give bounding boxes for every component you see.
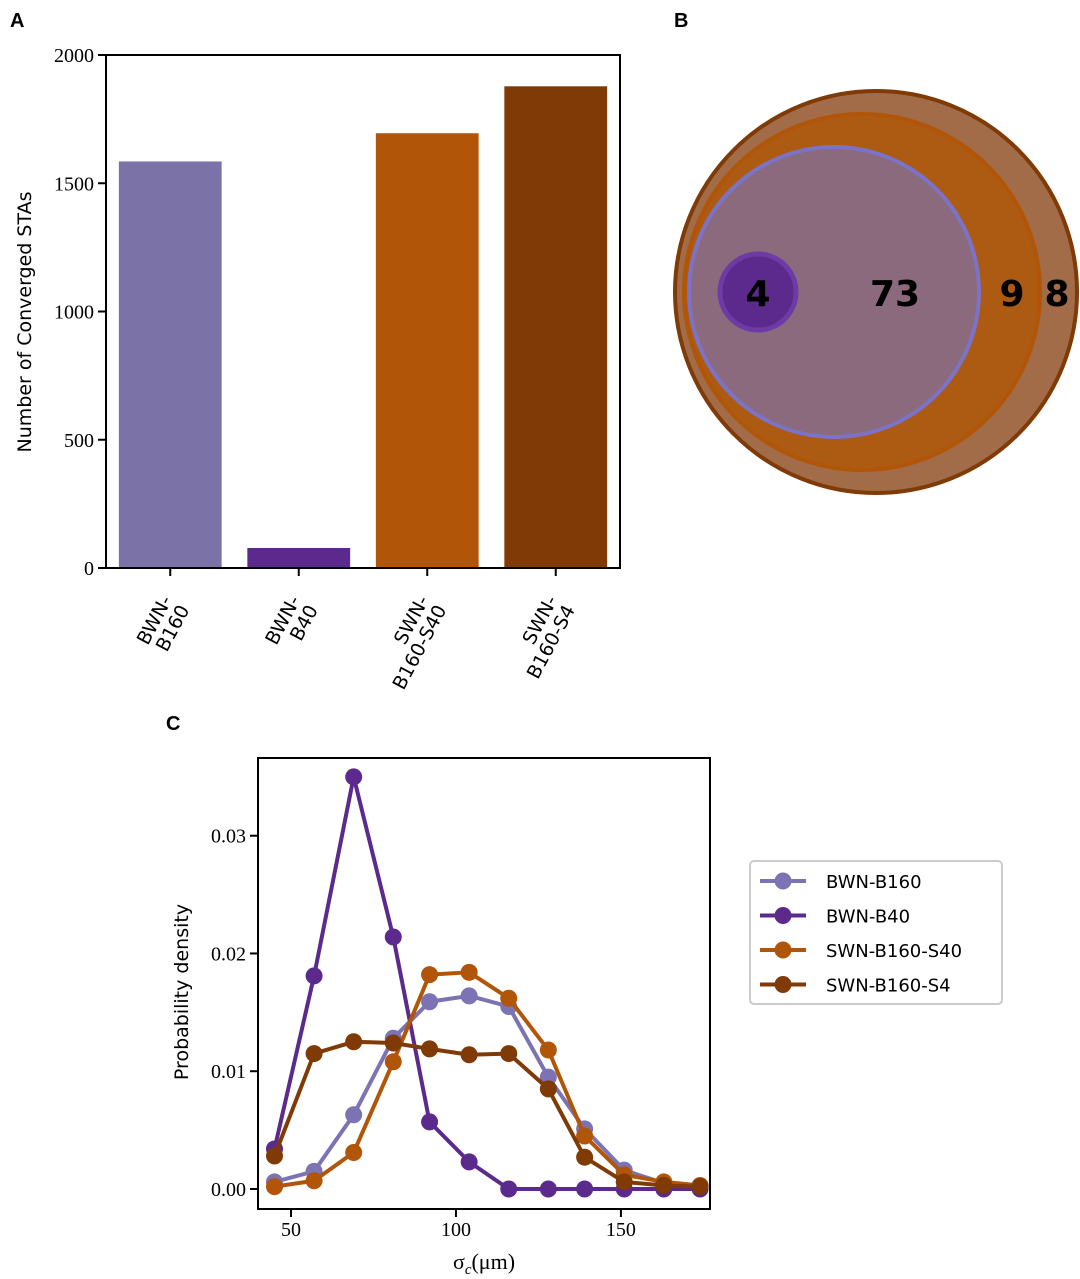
data-point <box>460 1046 478 1064</box>
x-tick-label-a: BWN-B160 <box>133 592 195 658</box>
venn-count-label: 9 <box>999 274 1024 315</box>
x-tick-label-a: BWN-B40 <box>261 592 323 658</box>
data-point <box>421 1113 439 1131</box>
data-point <box>539 1080 557 1098</box>
data-point <box>384 1053 402 1071</box>
panel-letter-c: C <box>166 713 180 735</box>
x-tick-label-c: 150 <box>606 1219 636 1241</box>
data-point <box>384 928 402 946</box>
data-point <box>384 1034 402 1052</box>
x-tick-label-a: SWN-B160-S4 <box>505 592 580 683</box>
y-tick-label-c: 0.02 <box>211 943 246 965</box>
data-point <box>576 1127 594 1145</box>
bar-group <box>118 86 608 569</box>
y-tick-label-a: 1000 <box>54 302 94 324</box>
y-tick-label-a: 1500 <box>54 173 94 195</box>
data-point <box>421 966 439 984</box>
plot-frame-c <box>257 757 711 1210</box>
series-line <box>274 970 701 1189</box>
venn-count-label: 4 <box>745 274 770 315</box>
panel-letter-b: B <box>674 10 688 32</box>
x-label-symbol: σ <box>453 1249 465 1274</box>
x-label-subscript: c <box>465 1262 472 1278</box>
y-axis-label-c: Probability density <box>171 904 193 1080</box>
y-tick-label-a: 0 <box>84 558 94 580</box>
x-tick-label-a: SWN-B160-S40 <box>371 592 451 693</box>
data-point <box>305 1172 323 1190</box>
data-point <box>345 1106 363 1124</box>
y-axis-label-a: Number of Converged STAs <box>14 192 36 453</box>
bar <box>247 547 351 568</box>
bar <box>118 161 222 568</box>
bar-chart: 0 500 1000 1500 2000 BWN-B160 BWN-B40 SWN-B160… <box>14 45 621 693</box>
data-point <box>576 1148 594 1166</box>
x-tick-label-c: 50 <box>281 1219 301 1241</box>
data-point <box>615 1173 633 1191</box>
x-tick-label-c: 100 <box>441 1219 471 1241</box>
venn-set-circle <box>717 251 799 333</box>
data-point <box>345 768 363 786</box>
venn-count-label: 8 <box>1044 274 1069 315</box>
y-axis-a: 0 500 1000 1500 2000 <box>54 45 106 580</box>
venn-count-label: 73 <box>870 274 920 315</box>
data-point <box>691 1178 709 1196</box>
legend-box <box>749 860 1003 1005</box>
series-line <box>273 993 701 1189</box>
legend-entry: BWN-B160 <box>826 872 922 893</box>
y-tick-label-c: 0.03 <box>211 826 246 848</box>
legend: BWN-B160 BWN-B40 SWN-B160-S40 SWN-B160-S4 <box>749 860 1003 1005</box>
y-tick-label-a: 2000 <box>54 45 94 67</box>
data-point <box>500 989 518 1007</box>
line-chart: 0.00 0.01 0.02 0.03 50 100 150 Probability de… <box>171 757 1003 1278</box>
data-point <box>655 1176 673 1194</box>
data-point <box>421 993 439 1011</box>
data-point <box>345 1033 363 1051</box>
legend-marker <box>774 907 792 924</box>
y-tick-label-a: 500 <box>64 430 94 452</box>
legend-marker <box>774 976 792 993</box>
data-point <box>265 1147 283 1165</box>
x-axis-a: BWN-B160 BWN-B40 SWN-B160-S40 SWN-B160-S4 <box>133 568 580 693</box>
data-point <box>460 1153 478 1171</box>
y-tick-label-c: 0.00 <box>211 1179 246 1201</box>
data-point <box>345 1143 363 1161</box>
x-axis-c: 50 100 150 <box>281 1209 636 1241</box>
data-point <box>576 1180 594 1198</box>
data-point <box>305 1045 323 1063</box>
venn-set-circle <box>687 145 981 439</box>
data-point <box>460 987 478 1005</box>
venn-diagram: 89 73 4 <box>673 89 1079 495</box>
panel-letter-a: A <box>10 10 24 32</box>
data-point <box>500 1045 518 1063</box>
legend-entry: SWN-B160-S40 <box>826 941 962 962</box>
y-axis-c: 0.00 0.01 0.02 0.03 <box>211 826 258 1201</box>
y-tick-label-c: 0.01 <box>211 1061 246 1083</box>
x-axis-label-c: σc(μm) <box>453 1249 515 1278</box>
legend-entry: SWN-B160-S4 <box>826 976 951 997</box>
data-point <box>539 1041 557 1059</box>
legend-marker <box>774 872 792 890</box>
bar <box>375 133 479 569</box>
legend-entry: BWN-B40 <box>826 907 910 928</box>
legend-marker <box>774 941 792 959</box>
data-point <box>539 1068 557 1086</box>
data-point <box>500 1180 518 1198</box>
data-point <box>539 1180 557 1198</box>
series-group <box>265 768 709 1198</box>
data-point <box>460 963 478 981</box>
data-point <box>265 1178 283 1196</box>
x-label-unit: (μm) <box>471 1249 515 1274</box>
bar <box>504 86 608 568</box>
data-point <box>305 967 323 985</box>
data-point <box>421 1040 439 1058</box>
